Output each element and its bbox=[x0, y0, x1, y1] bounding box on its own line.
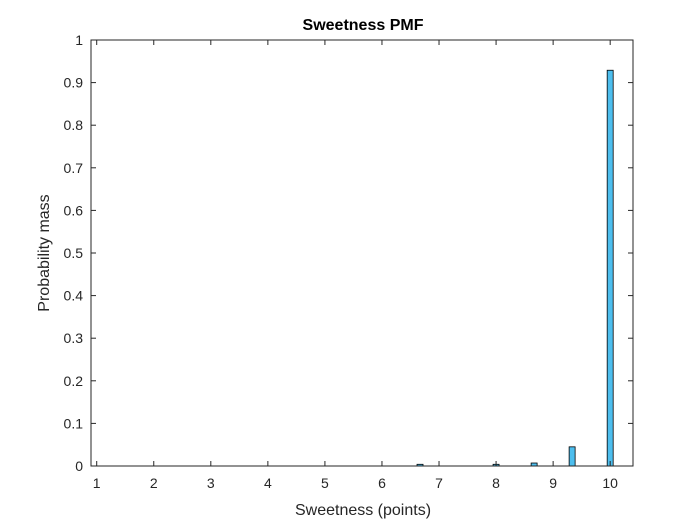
y-tick-label: 0.2 bbox=[64, 373, 84, 389]
bar-series bbox=[416, 69, 614, 467]
y-tick-label: 0.5 bbox=[64, 245, 84, 261]
chart-title: Sweetness PMF bbox=[303, 17, 424, 34]
x-tick-label: 1 bbox=[93, 475, 101, 491]
x-tick-label: 3 bbox=[207, 475, 215, 491]
y-axis-label: Probability mass bbox=[36, 194, 53, 311]
x-tick-label: 4 bbox=[264, 475, 272, 491]
x-tick-label: 9 bbox=[549, 475, 557, 491]
x-tick-label: 6 bbox=[378, 475, 386, 491]
x-tick-label: 8 bbox=[492, 475, 500, 491]
bar-3 bbox=[568, 446, 576, 467]
x-tick-label: 7 bbox=[435, 475, 443, 491]
y-tick-label: 0.1 bbox=[64, 415, 84, 431]
x-tick-label: 10 bbox=[602, 475, 618, 491]
x-tick-label: 5 bbox=[321, 475, 329, 491]
y-tick-label: 0.6 bbox=[64, 202, 84, 218]
y-tick-label: 0.8 bbox=[64, 117, 84, 133]
bar-4 bbox=[606, 69, 614, 467]
y-tick-label: 0.4 bbox=[64, 288, 84, 304]
y-tick-label: 0.3 bbox=[64, 330, 84, 346]
axes-frame bbox=[90, 39, 634, 467]
y-tick-label: 0.7 bbox=[64, 160, 84, 176]
axis-ticks: 1 2 3 4 5 6 7 8 9 10 0 0.1 0.2 0.3 0.4 0.5 0.6 0.7 0.8 0.9 1 bbox=[64, 32, 633, 491]
y-tick-label: 0.9 bbox=[64, 75, 84, 91]
x-tick-label: 2 bbox=[150, 475, 158, 491]
x-axis-label: Sweetness (points) bbox=[295, 502, 431, 519]
y-tick-label: 1 bbox=[75, 32, 83, 48]
y-tick-label: 0 bbox=[75, 458, 83, 474]
